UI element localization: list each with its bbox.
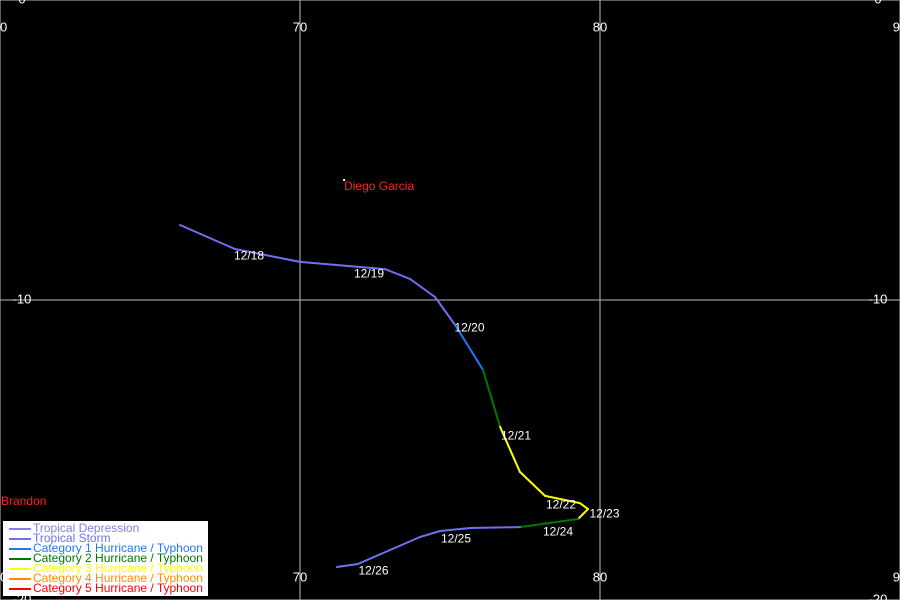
y-tick-label: -10 bbox=[13, 291, 32, 306]
date-label: 12/22 bbox=[546, 498, 576, 512]
legend-label: Category 4 Hurricane / Typhoon bbox=[33, 571, 203, 585]
track-segment bbox=[434, 296, 457, 326]
place-marker bbox=[343, 179, 346, 181]
track-segment bbox=[409, 278, 436, 298]
track-segment bbox=[469, 526, 521, 529]
track-segment bbox=[482, 368, 502, 428]
track-segment bbox=[179, 224, 236, 250]
track-segment bbox=[233, 248, 301, 263]
date-label: 12/19 bbox=[354, 267, 384, 281]
track-segment bbox=[356, 536, 421, 565]
date-label: 12/18 bbox=[234, 249, 264, 263]
legend-label: Tropical Depression bbox=[33, 521, 139, 535]
x-tick-label: 80 bbox=[593, 19, 607, 34]
track-segment bbox=[419, 530, 442, 538]
x-tick-label: 80 bbox=[593, 569, 607, 584]
legend-label: Category 1 Hurricane / Typhoon bbox=[33, 541, 203, 555]
date-label: 12/25 bbox=[441, 532, 471, 546]
track-segment bbox=[578, 502, 589, 511]
place-label: Brandon bbox=[1, 494, 46, 508]
track-segment bbox=[335, 563, 359, 568]
y-tick-label: 0 bbox=[874, 0, 881, 6]
track-segment bbox=[439, 527, 472, 532]
x-tick-label: 90 bbox=[893, 19, 900, 34]
y-tick-label: -20 bbox=[869, 591, 888, 600]
x-tick-label: 70 bbox=[293, 19, 307, 34]
track-segment bbox=[577, 508, 589, 520]
legend-label: Category 3 Hurricane / Typhoon bbox=[33, 561, 203, 575]
date-label: 12/26 bbox=[359, 564, 389, 578]
track-segment bbox=[518, 518, 580, 529]
legend-label: Category 2 Hurricane / Typhoon bbox=[33, 551, 203, 565]
date-label: 12/20 bbox=[455, 321, 485, 335]
x-tick-label: 70 bbox=[293, 569, 307, 584]
date-label: 12/23 bbox=[590, 507, 620, 521]
legend-label: Tropical Storm bbox=[33, 531, 111, 545]
track bbox=[179, 224, 589, 568]
track-segment bbox=[499, 425, 521, 473]
date-label: 12/24 bbox=[543, 525, 573, 539]
y-tick-label: 0 bbox=[18, 0, 25, 6]
track-segment bbox=[518, 470, 547, 497]
x-tick-label: 90 bbox=[893, 569, 900, 584]
track-segment bbox=[454, 323, 484, 371]
track-segment bbox=[544, 494, 581, 505]
x-tick-label: 60 bbox=[0, 19, 7, 34]
legend-box bbox=[3, 521, 208, 596]
labels: 12/18 12/19 12/20 12/21 12/22 12/23 12/24 12/25… bbox=[1, 179, 620, 578]
legend-label: Category 5 Hurricane / Typhoon bbox=[33, 581, 203, 595]
track-segment bbox=[299, 260, 386, 271]
date-label: 12/21 bbox=[501, 429, 531, 443]
track-segment bbox=[383, 268, 412, 280]
place-label: Diego Garcia bbox=[344, 179, 414, 193]
y-tick-label: -10 bbox=[869, 291, 888, 306]
